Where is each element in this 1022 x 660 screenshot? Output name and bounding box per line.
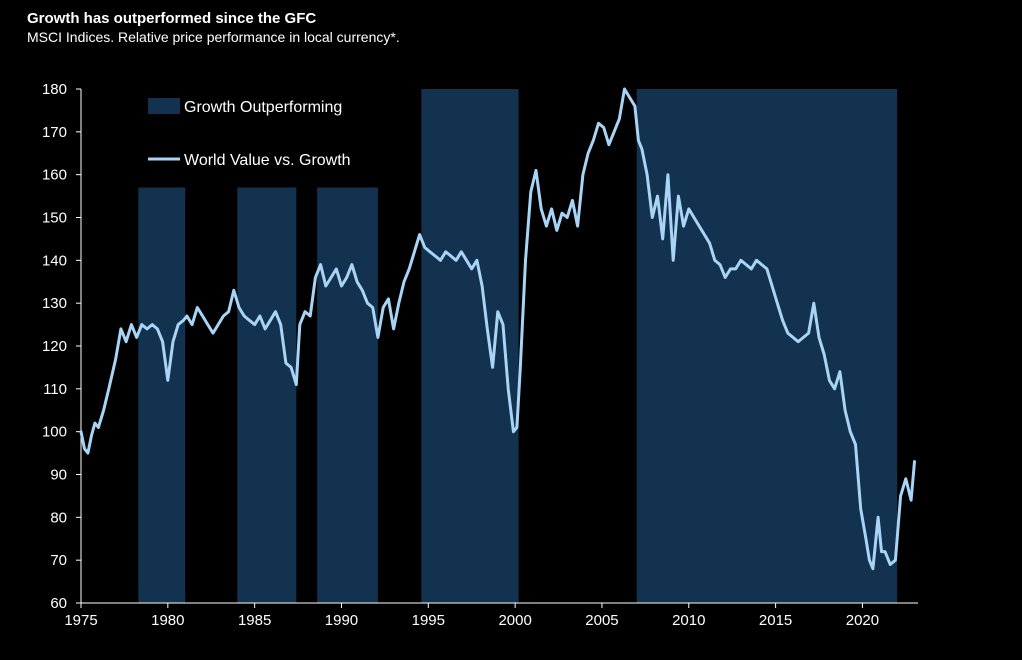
legend-label-band: Growth Outperforming [184,99,342,116]
band-3 [317,187,378,603]
y-tick-label: 150 [42,210,67,227]
band-1 [138,187,186,603]
y-tick-label: 170 [42,124,67,141]
legend-label-line: World Value vs. Growth [184,152,351,169]
x-tick-label: 1980 [151,612,184,629]
chart-subtitle: MSCI Indices. Relative price performance… [27,29,400,45]
x-tick-label: 1975 [64,612,97,629]
band-2 [237,187,297,603]
y-tick-label: 100 [42,424,67,441]
band-4 [421,89,519,603]
band-5 [636,89,898,603]
y-tick-label: 130 [42,295,67,312]
axes: 60 70 80 90 100 110 120 130 140 150 160 170 180 1975 1… [42,81,918,629]
chart-title: Growth has outperformed since the GFC [27,10,317,27]
x-tick-label: 2000 [498,612,531,629]
x-tick-label: 1990 [325,612,358,629]
x-tick-label: 2010 [672,612,705,629]
y-tick-label: 110 [43,381,67,398]
x-tick-label: 2015 [759,612,792,629]
y-tick-label: 140 [42,252,67,269]
y-tick-label: 180 [42,81,67,98]
y-tick-label: 70 [50,552,67,569]
x-tick-label: 2020 [846,612,879,629]
y-tick-label: 80 [50,509,67,526]
series-layer [79,87,916,571]
y-tick-label: 160 [42,167,67,184]
y-tick-label: 90 [50,467,67,484]
x-tick-label: 1985 [238,612,271,629]
y-tick-label: 60 [50,595,67,612]
series-line-world-value-vs-growth [79,87,916,571]
legend: Growth Outperforming World Value vs. Grow… [148,98,351,169]
growth-outperforming-bands [138,89,898,603]
x-tick-label: 1995 [412,612,445,629]
legend-swatch-band [148,98,180,114]
y-tick-label: 120 [42,338,67,355]
x-tick-label: 2005 [585,612,618,629]
